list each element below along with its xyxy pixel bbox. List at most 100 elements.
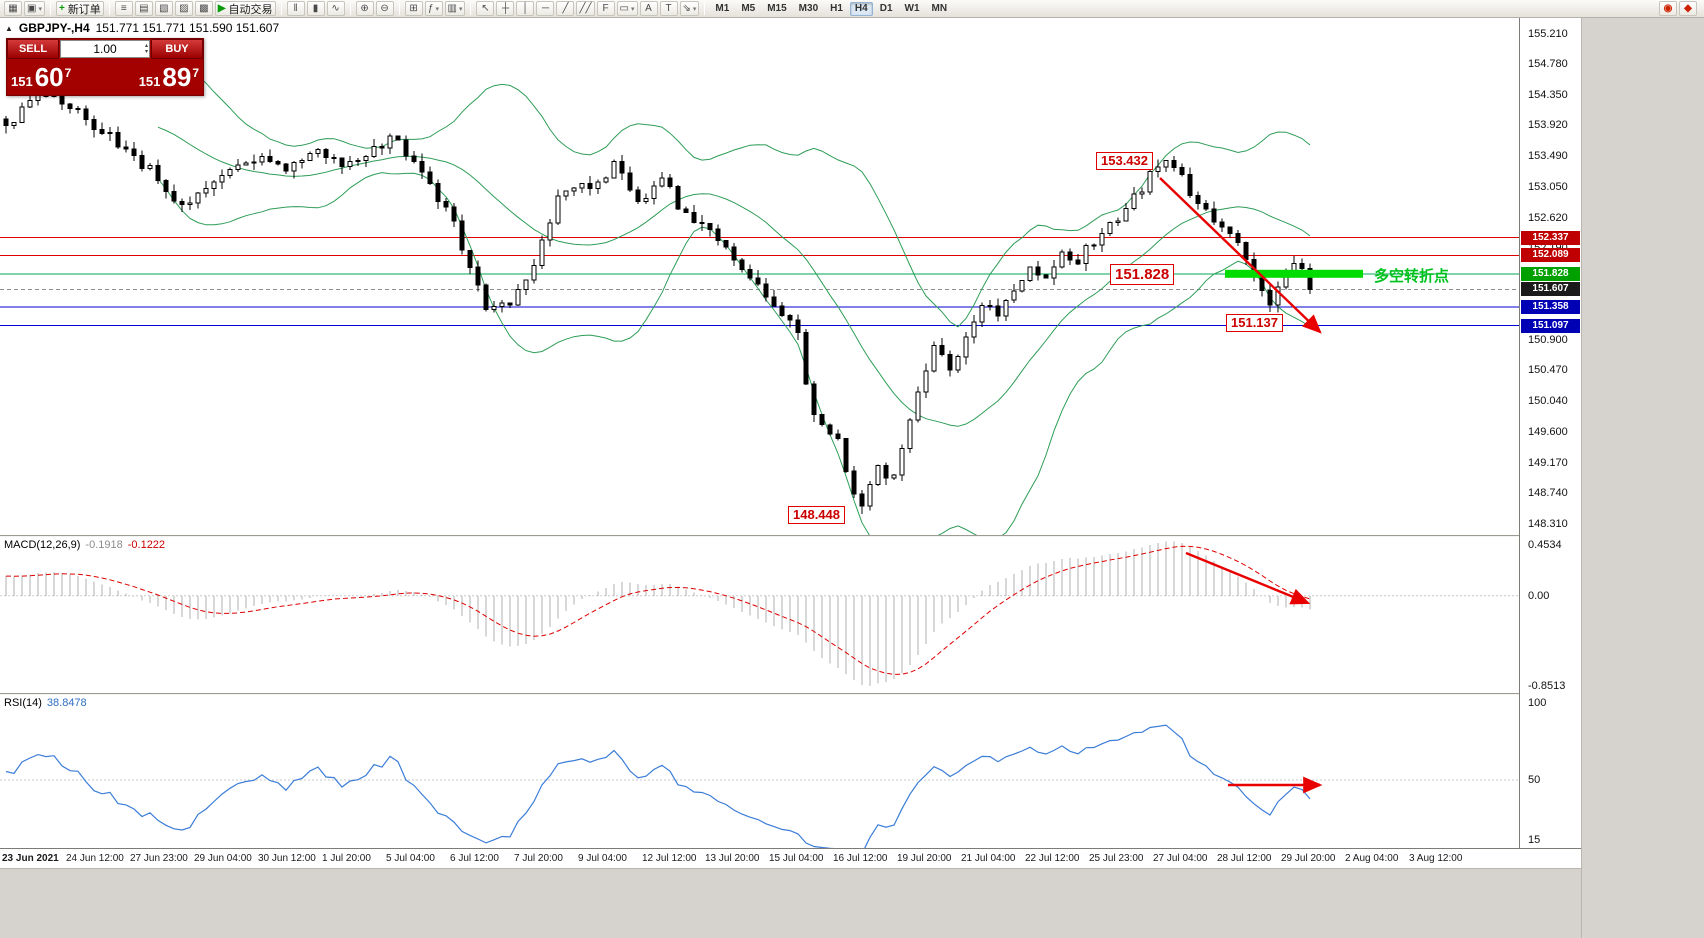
timeframe-m5-button[interactable]: M5 xyxy=(741,3,756,14)
time-tick-label: 25 Jul 23:00 xyxy=(1089,853,1144,864)
fibonacci-button[interactable]: F xyxy=(596,1,615,16)
macd-main-value: -0.1918 xyxy=(85,539,123,551)
time-axis[interactable]: 23 Jun 2021 24 Jun 12:00 27 Jun 23:00 29 Ju… xyxy=(0,848,1581,868)
macd-name: MACD(12,26,9) xyxy=(4,539,81,551)
buy-button[interactable]: BUY xyxy=(151,39,203,59)
rsi-axis-15: 15 xyxy=(1528,834,1541,846)
shapes-button[interactable]: ▭ ▾ xyxy=(616,1,638,16)
mql5-community-button[interactable]: ◉ xyxy=(1659,1,1677,16)
pivot-highlight-segment[interactable] xyxy=(1225,269,1363,278)
time-tick-label: 1 Jul 20:00 xyxy=(322,853,371,864)
search-button[interactable]: ◆ xyxy=(1679,1,1697,16)
price-tick-label: 150.900 xyxy=(1528,334,1568,346)
time-tick-label: 27 Jun 23:00 xyxy=(130,853,188,864)
toolbar-separator xyxy=(349,2,351,15)
timeframe-m30-button[interactable]: M30 xyxy=(798,3,819,14)
crosshair-button[interactable]: ┼ xyxy=(496,1,515,16)
profiles-button[interactable]: ▣ ▾ xyxy=(24,1,45,16)
price-tag: 152.089 xyxy=(1521,248,1580,262)
panel-separator[interactable] xyxy=(0,693,1581,695)
candlestick-chart-button[interactable]: ▮ xyxy=(306,1,325,16)
data-window-button[interactable]: ▤ xyxy=(134,1,153,16)
time-tick-label: 23 Jun 2021 xyxy=(2,853,59,864)
timeframe-w1-button[interactable]: W1 xyxy=(904,3,920,14)
autotrade-icon: ▶ xyxy=(217,2,226,14)
chart-header: ▲ GBPJPY-,H4 151.771 151.771 151.590 151… xyxy=(5,21,279,35)
macd-panel-svg[interactable] xyxy=(0,537,1519,693)
annotation-pivot-price[interactable]: 151.828 xyxy=(1110,264,1175,285)
channel-button[interactable]: ╱╱ xyxy=(576,1,595,16)
candlestick-chart-icon: ▮ xyxy=(312,2,319,14)
indicators-button[interactable]: ƒ ▾ xyxy=(424,1,443,16)
one-click-collapse-icon[interactable]: ▲ xyxy=(5,23,13,33)
trend-arrow[interactable] xyxy=(1185,551,1311,605)
symbol-timeframe-label: GBPJPY-,H4 xyxy=(18,21,90,35)
time-tick-label: 9 Jul 04:00 xyxy=(578,853,627,864)
price-tick-label: 153.920 xyxy=(1528,119,1568,131)
buy-price-big: 89 xyxy=(162,62,192,92)
bar-chart-button[interactable]: ‖ xyxy=(286,1,305,16)
strategy-tester-button[interactable]: ▩ xyxy=(194,1,213,16)
templates-button[interactable]: ▥ ▾ xyxy=(444,1,466,16)
spin-down-icon[interactable]: ▾ xyxy=(144,49,148,55)
tile-windows-button[interactable]: ⊞ xyxy=(404,1,423,16)
zoom-in-icon: ⊕ xyxy=(360,2,369,14)
timeframe-mn-button[interactable]: MN xyxy=(931,3,948,14)
trend-arrow[interactable] xyxy=(1159,177,1322,334)
timeframe-m15-button[interactable]: M15 xyxy=(767,3,787,14)
trendline-button[interactable]: ╱ xyxy=(556,1,575,16)
terminal-button[interactable]: ▨ xyxy=(174,1,193,16)
zoom-out-button[interactable]: ⊖ xyxy=(375,1,394,16)
macd-axis-zero: 0.00 xyxy=(1528,590,1550,602)
new-chart-icon: ▦ xyxy=(8,2,18,14)
timeframe-h1-button[interactable]: H1 xyxy=(830,3,843,14)
cursor-button[interactable]: ↖ xyxy=(476,1,495,16)
line-chart-button[interactable]: ∿ xyxy=(326,1,345,16)
zoom-in-button[interactable]: ⊕ xyxy=(355,1,374,16)
new-order-button[interactable]: + 新订单 xyxy=(55,1,104,16)
ohlc-values: 151.771 151.771 151.590 151.607 xyxy=(95,21,280,35)
volume-spinner[interactable]: ▴ ▾ xyxy=(145,41,148,57)
sell-price-display[interactable]: 151 60 7 xyxy=(7,64,75,90)
spin-up-icon[interactable]: ▴ xyxy=(144,43,148,49)
rsi-axis-50: 50 xyxy=(1528,774,1541,786)
vertical-line-button[interactable]: │ xyxy=(516,1,535,16)
annotation-target-price[interactable]: 151.137 xyxy=(1226,314,1283,332)
text-button[interactable]: A xyxy=(639,1,658,16)
annotation-low-price[interactable]: 148.448 xyxy=(788,506,845,524)
price-axis[interactable]: 155.210 154.780 154.350 153.920 153.490 153.0… xyxy=(1519,18,1581,848)
volume-input[interactable]: 1.00 ▴ ▾ xyxy=(60,40,150,58)
panel-separator[interactable] xyxy=(0,535,1581,537)
rsi-panel-svg[interactable] xyxy=(0,695,1519,848)
price-tick-label: 154.780 xyxy=(1528,58,1568,70)
rsi-indicator-label: RSI(14) 38.8478 xyxy=(4,697,87,709)
sell-button[interactable]: SELL xyxy=(7,39,59,59)
time-tick-label: 29 Jul 20:00 xyxy=(1281,853,1336,864)
time-tick-label: 15 Jul 04:00 xyxy=(769,853,824,864)
text-label-button[interactable]: T xyxy=(659,1,678,16)
navigator-button[interactable]: ▧ xyxy=(154,1,173,16)
price-chart-svg[interactable] xyxy=(0,18,1519,535)
timeframe-d1-button[interactable]: D1 xyxy=(879,3,893,14)
crosshair-icon: ┼ xyxy=(501,2,510,14)
annotation-peak-price[interactable]: 153.432 xyxy=(1096,152,1153,170)
workspace-background-bottom xyxy=(0,868,1581,938)
bar-chart-icon: ‖ xyxy=(293,2,298,14)
horizontal-line-button[interactable]: ─ xyxy=(536,1,555,16)
arrow-objects-button[interactable]: ⇘ ▾ xyxy=(679,1,700,16)
sell-price-sup: 7 xyxy=(64,66,72,80)
time-tick-label: 30 Jun 12:00 xyxy=(258,853,316,864)
price-tick-label: 149.170 xyxy=(1528,457,1568,469)
candles-group xyxy=(3,89,1313,514)
new-chart-button[interactable]: ▦ xyxy=(4,1,22,16)
price-tag: 151.828 xyxy=(1521,267,1580,281)
cursor-icon: ↖ xyxy=(481,2,490,14)
time-tick-label: 2 Aug 04:00 xyxy=(1345,853,1399,864)
annotation-pivot-chinese-label[interactable]: 多空转折点 xyxy=(1374,268,1450,285)
buy-price-display[interactable]: 151 89 7 xyxy=(135,64,203,90)
timeframe-h4-button[interactable]: H4 xyxy=(849,1,873,16)
time-tick-label: 5 Jul 04:00 xyxy=(386,853,435,864)
autotrade-button[interactable]: ▶ 自动交易 xyxy=(214,1,276,16)
timeframe-m1-button[interactable]: M1 xyxy=(715,3,730,14)
market-watch-button[interactable]: ≡ xyxy=(114,1,133,16)
